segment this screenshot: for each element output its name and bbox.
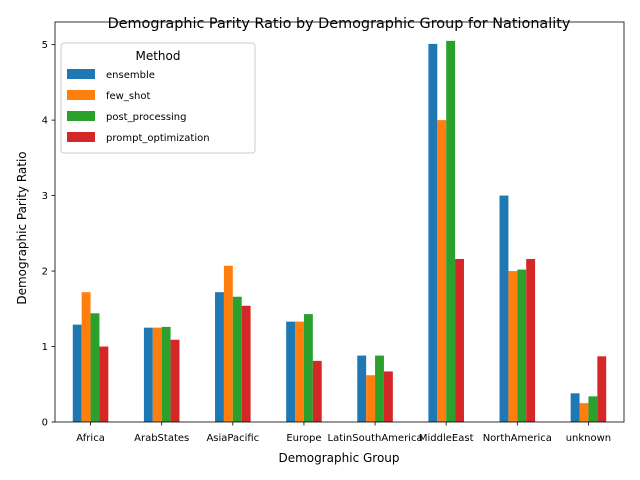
- bar-post_processing-MiddleEast: [446, 40, 456, 423]
- bar-prompt_optimization-MiddleEast: [455, 258, 464, 422]
- y-tick-label: 2: [42, 267, 48, 278]
- x-tick-label: Africa: [76, 433, 105, 444]
- legend-swatch-few_shot: [67, 90, 95, 100]
- x-tick-label: unknown: [566, 433, 611, 444]
- x-tick-label: NorthAmerica: [483, 433, 552, 444]
- legend: Method ensemble few_shot post_processingpr…: [60, 42, 256, 154]
- y-tick-label: 0: [42, 418, 48, 429]
- bar-prompt_optimization-unknown: [597, 356, 607, 422]
- bar-few_shot-MiddleEast: [437, 120, 447, 423]
- legend-box: [60, 42, 256, 154]
- bar-prompt_optimization-NorthAmerica: [526, 258, 536, 422]
- y-tick-label: 4: [42, 116, 48, 127]
- bar-ensemble-unknown: [570, 393, 580, 422]
- bar-ensemble-Europe: [286, 321, 296, 422]
- bar-few_shot-AsiaPacific: [223, 265, 233, 422]
- bar-few_shot-NorthAmerica: [508, 271, 518, 422]
- legend-swatch-post_processing: [67, 111, 95, 121]
- legend-swatch-ensemble: [67, 69, 95, 79]
- legend-title: Method: [135, 49, 180, 63]
- bar-prompt_optimization-ArabStates: [170, 339, 180, 422]
- x-tick-label: ArabStates: [134, 433, 189, 444]
- y-axis-label: Demographic Parity Ratio: [15, 151, 29, 304]
- bar-few_shot-ArabStates: [152, 327, 162, 422]
- bar-ensemble-LatinSouthAmerica: [357, 355, 367, 422]
- y-axis: 0 1 2 3 4 5: [42, 40, 55, 429]
- bar-post_processing-Africa: [90, 313, 100, 422]
- bar-ensemble-AsiaPacific: [215, 292, 224, 422]
- plot-frame: [54, 21, 625, 423]
- x-tick-label: AsiaPacific: [206, 433, 259, 444]
- bars-layer: [72, 40, 607, 423]
- bar-few_shot-LatinSouthAmerica: [366, 375, 376, 422]
- y-tick-label: 5: [42, 40, 48, 51]
- bar-post_processing-LatinSouthAmerica: [375, 355, 384, 422]
- y-tick-label: 1: [42, 342, 48, 353]
- x-axis: Africa ArabStates AsiaPacific Europe LatinSo…: [76, 422, 611, 444]
- legend-label-ensemble: ensemble: [106, 70, 155, 81]
- bar-ensemble-MiddleEast: [428, 43, 438, 422]
- bar-prompt_optimization-Africa: [99, 346, 109, 422]
- legend-label-post_processing: post_processing: [106, 112, 187, 123]
- bar-post_processing-AsiaPacific: [232, 296, 242, 422]
- legend-swatch-prompt_optimization: [67, 132, 95, 142]
- bar-prompt_optimization-AsiaPacific: [241, 305, 251, 422]
- bar-ensemble-Africa: [72, 324, 82, 422]
- bar-prompt_optimization-Europe: [312, 360, 322, 422]
- bar-post_processing-ArabStates: [161, 326, 171, 422]
- bar-post_processing-unknown: [588, 396, 598, 422]
- x-tick-label: MiddleEast: [419, 433, 474, 444]
- bar-post_processing-NorthAmerica: [517, 269, 527, 422]
- bar-few_shot-Africa: [81, 292, 91, 422]
- bar-ensemble-NorthAmerica: [499, 195, 509, 422]
- x-tick-label: Europe: [286, 433, 321, 444]
- legend-label-prompt_optimization: prompt_optimization: [106, 133, 210, 144]
- bar-few_shot-unknown: [579, 403, 589, 422]
- x-axis-label: Demographic Group: [278, 451, 399, 465]
- y-tick-label: 3: [42, 191, 48, 202]
- legend-label-few_shot: few_shot: [106, 91, 151, 102]
- bar-ensemble-ArabStates: [143, 327, 153, 422]
- bar-few_shot-Europe: [295, 321, 304, 422]
- bar-prompt_optimization-LatinSouthAmerica: [383, 371, 393, 422]
- chart-title: Demographic Parity Ratio by Demographic …: [108, 16, 571, 32]
- x-tick-label: LatinSouthAmerica: [328, 433, 423, 444]
- bar-post_processing-Europe: [303, 314, 313, 422]
